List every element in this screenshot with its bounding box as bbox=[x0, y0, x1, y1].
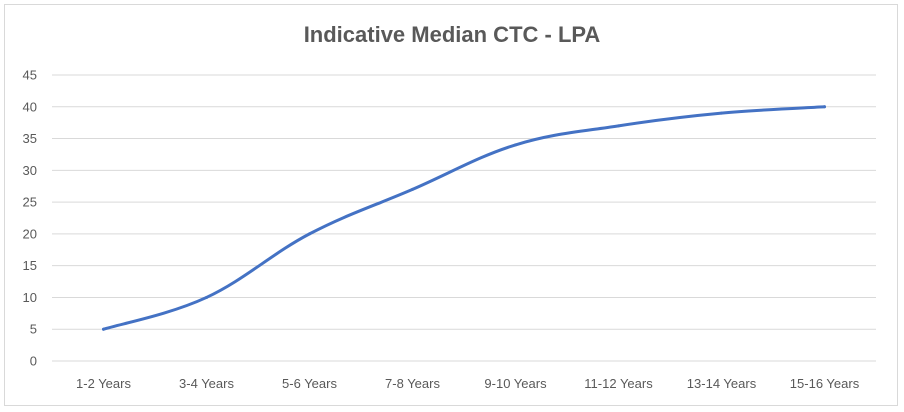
x-tick-label: 13-14 Years bbox=[687, 376, 757, 391]
data-point bbox=[411, 187, 414, 191]
x-tick-label: 15-16 Years bbox=[790, 376, 860, 391]
series-lines bbox=[102, 105, 826, 331]
chart-title: Indicative Median CTC - LPA bbox=[303, 22, 601, 47]
chart-frame bbox=[4, 4, 898, 406]
gridlines bbox=[52, 74, 876, 362]
x-tick-label: 9-10 Years bbox=[484, 376, 547, 391]
x-tick-label: 5-6 Years bbox=[282, 376, 337, 391]
data-point bbox=[102, 327, 105, 331]
data-point bbox=[205, 295, 208, 299]
data-point bbox=[823, 105, 826, 109]
data-point bbox=[720, 111, 723, 115]
series-line bbox=[102, 105, 826, 331]
x-tick-label: 3-4 Years bbox=[179, 376, 234, 391]
data-point bbox=[514, 143, 517, 147]
y-tick-label: 45 bbox=[23, 68, 37, 83]
y-axis-ticks: 0 5 10 15 20 25 30 35 40 45 bbox=[23, 68, 37, 369]
y-tick-label: 25 bbox=[23, 195, 37, 210]
y-tick-label: 40 bbox=[23, 99, 37, 114]
x-axis-ticks: 1-2 Years 3-4 Years 5-6 Years 7-8 Years 9-10… bbox=[76, 376, 860, 391]
y-tick-label: 15 bbox=[23, 258, 37, 273]
x-tick-label: 1-2 Years bbox=[76, 376, 131, 391]
data-point bbox=[308, 232, 311, 236]
x-tick-label: 11-12 Years bbox=[584, 376, 653, 391]
y-tick-label: 30 bbox=[23, 163, 37, 178]
y-tick-label: 35 bbox=[23, 131, 37, 146]
y-tick-label: 20 bbox=[23, 226, 37, 241]
data-point bbox=[617, 124, 620, 128]
y-tick-label: 10 bbox=[23, 290, 37, 305]
x-tick-label: 7-8 Years bbox=[385, 376, 440, 391]
y-tick-label: 5 bbox=[30, 322, 37, 337]
y-tick-label: 0 bbox=[30, 354, 37, 369]
